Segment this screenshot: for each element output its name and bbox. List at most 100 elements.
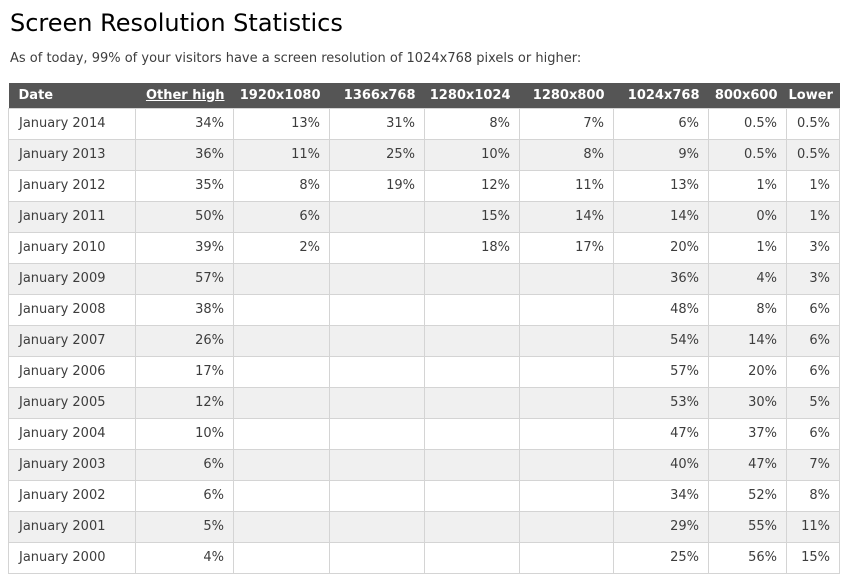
value-cell [519,417,614,450]
value-cell: 34% [135,107,234,140]
date-cell: January 2010 [8,231,136,264]
value-cell [424,262,520,295]
date-cell: January 2014 [8,107,136,140]
table-row: January 2007 26% 54% 14% 6% [8,324,840,357]
value-cell: 8% [424,107,520,140]
value-cell [424,479,520,512]
date-cell: January 2000 [8,541,136,574]
value-cell: 8% [519,138,614,171]
value-cell: 5% [786,386,840,419]
other-high-link[interactable]: Other high [145,87,225,103]
value-cell: 38% [135,293,234,326]
value-cell [329,200,425,233]
value-cell: 29% [613,510,709,543]
value-cell: 47% [613,417,709,450]
date-cell: January 2005 [8,386,136,419]
value-cell [424,293,520,326]
value-cell: 0.5% [786,107,840,140]
value-cell [233,355,330,388]
table-row: January 2001 5% 29% 55% 11% [8,510,840,543]
value-cell [329,510,425,543]
table-row: January 2012 35% 8% 19% 12% 11% 13% 1% 1… [8,169,840,202]
column-header-1024x768: 1024x768 [613,82,709,109]
column-header-1920x1080: 1920x1080 [233,82,330,109]
table-row: January 2009 57% 36% 4% 3% [8,262,840,295]
value-cell [519,355,614,388]
value-cell [233,448,330,481]
value-cell: 19% [329,169,425,202]
table-row: January 2008 38% 48% 8% 6% [8,293,840,326]
table-row: January 2000 4% 25% 56% 15% [8,541,840,574]
table-row: January 2005 12% 53% 30% 5% [8,386,840,419]
value-cell [519,541,614,574]
table-row: January 2010 39% 2% 18% 17% 20% 1% 3% [8,231,840,264]
value-cell [519,479,614,512]
value-cell [519,293,614,326]
value-cell [424,510,520,543]
value-cell [233,293,330,326]
value-cell: 6% [135,448,234,481]
table-row: January 2014 34% 13% 31% 8% 7% 6% 0.5% 0… [8,107,840,140]
value-cell [233,479,330,512]
value-cell: 20% [708,355,787,388]
value-cell: 3% [786,231,840,264]
date-cell: January 2012 [8,169,136,202]
value-cell [519,510,614,543]
value-cell: 20% [613,231,709,264]
value-cell: 37% [708,417,787,450]
value-cell: 8% [233,169,330,202]
value-cell [233,324,330,357]
value-cell: 0.5% [708,138,787,171]
value-cell: 1% [708,169,787,202]
value-cell: 26% [135,324,234,357]
value-cell: 2% [233,231,330,264]
value-cell [424,386,520,419]
value-cell: 17% [519,231,614,264]
intro-text: As of today, 99% of your visitors have a… [10,51,582,66]
value-cell: 0.5% [708,107,787,140]
column-header-1280x800: 1280x800 [519,82,614,109]
value-cell [329,293,425,326]
date-cell: January 2006 [8,355,136,388]
value-cell [329,324,425,357]
value-cell: 8% [708,293,787,326]
value-cell [424,541,520,574]
value-cell: 7% [519,107,614,140]
value-cell: 18% [424,231,520,264]
value-cell: 55% [708,510,787,543]
column-header-lower: Lower [786,82,840,109]
column-header-1280x1024: 1280x1024 [424,82,520,109]
value-cell: 11% [233,138,330,171]
date-cell: January 2001 [8,510,136,543]
value-cell: 56% [708,541,787,574]
table-header-row: Date Other high 1920x1080 1366x768 1280x… [8,82,840,109]
column-header-other-high: Other high [135,82,234,109]
value-cell: 9% [613,138,709,171]
value-cell: 0% [708,200,787,233]
value-cell [329,479,425,512]
date-cell: January 2013 [8,138,136,171]
value-cell: 54% [613,324,709,357]
date-cell: January 2003 [8,448,136,481]
value-cell: 14% [708,324,787,357]
table-row: January 2002 6% 34% 52% 8% [8,479,840,512]
table-row: January 2011 50% 6% 15% 14% 14% 0% 1% [8,200,840,233]
value-cell: 6% [786,355,840,388]
table-row: January 2004 10% 47% 37% 6% [8,417,840,450]
value-cell [519,262,614,295]
value-cell [424,324,520,357]
value-cell [519,448,614,481]
value-cell: 14% [613,200,709,233]
value-cell: 15% [786,541,840,574]
value-cell: 36% [613,262,709,295]
value-cell [329,355,425,388]
value-cell: 12% [424,169,520,202]
date-cell: January 2008 [8,293,136,326]
value-cell: 6% [786,293,840,326]
column-header-1366x768: 1366x768 [329,82,425,109]
value-cell [424,417,520,450]
value-cell: 13% [233,107,330,140]
value-cell: 10% [135,417,234,450]
value-cell [329,541,425,574]
value-cell [424,355,520,388]
